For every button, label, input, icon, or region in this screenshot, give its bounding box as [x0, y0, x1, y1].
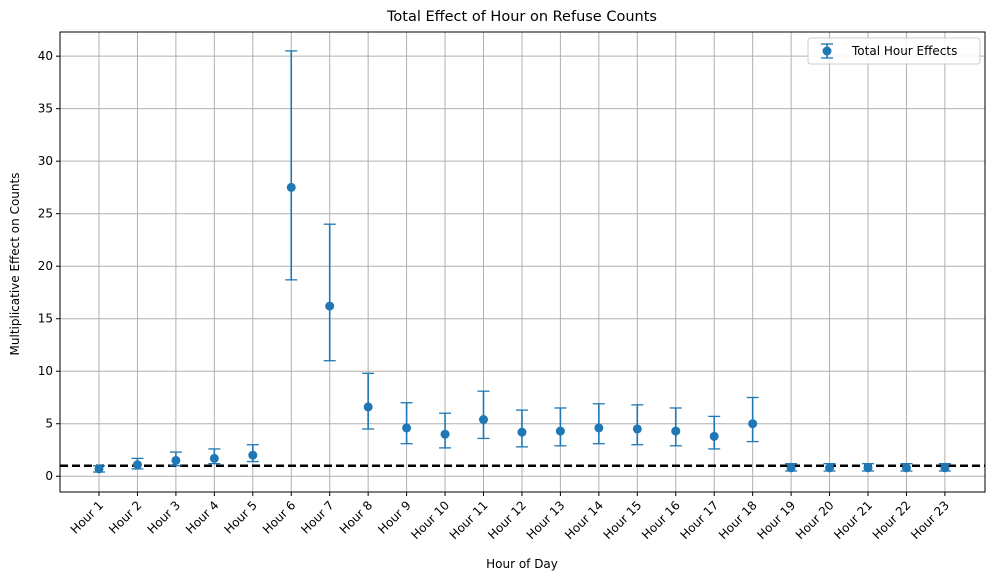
- x-tick-label: Hour 18: [716, 498, 760, 542]
- y-tick-label: 0: [45, 469, 53, 483]
- data-point: [171, 455, 181, 465]
- x-tick-label: Hour 20: [793, 498, 837, 542]
- x-tick-label: Hour 4: [183, 498, 221, 536]
- data-point: [940, 463, 950, 473]
- data-point: [479, 415, 488, 425]
- x-tick-label: Hour 2: [106, 498, 144, 536]
- data-point: [632, 424, 642, 434]
- legend-label: Total Hour Effects: [851, 44, 957, 58]
- data-point: [786, 463, 796, 473]
- x-tick-label: Hour 6: [260, 498, 298, 536]
- legend-box: [807, 37, 981, 65]
- x-tick-label: Hour 12: [485, 498, 529, 542]
- data-point: [286, 182, 296, 192]
- data-point: [402, 423, 412, 433]
- x-tick-label: Hour 17: [677, 498, 721, 542]
- x-tick-label: Hour 23: [908, 498, 952, 542]
- data-point: [440, 429, 450, 439]
- data-point: [671, 426, 681, 436]
- legend-marker-point: [822, 46, 832, 56]
- x-tick-label: Hour 7: [298, 498, 336, 536]
- x-tick-label: Hour 19: [754, 498, 798, 542]
- data-point: [132, 460, 142, 470]
- data-point: [594, 423, 604, 433]
- data-point: [825, 463, 835, 473]
- y-tick-label: 10: [38, 364, 53, 378]
- x-tick-label: Hour 13: [524, 498, 568, 542]
- data-point: [94, 464, 104, 474]
- x-axis-label: Hour of Day: [486, 557, 558, 571]
- x-tick-label: Hour 11: [447, 498, 491, 542]
- x-tick-label: Hour 21: [831, 498, 875, 542]
- data-point: [325, 301, 335, 311]
- data-point: [517, 427, 527, 437]
- x-tick-label: Hour 8: [337, 498, 375, 536]
- x-tick-label: Hour 15: [601, 498, 645, 542]
- x-tick-label: Hour 3: [145, 498, 183, 536]
- x-tick-label: Hour 16: [639, 498, 683, 542]
- x-tick-label: Hour 1: [68, 498, 106, 536]
- data-point: [555, 426, 565, 436]
- x-tick-label: Hour 14: [562, 498, 606, 542]
- data-point: [248, 450, 258, 460]
- axes-frame: [59, 31, 986, 493]
- data-point: [363, 402, 373, 412]
- y-tick-label: 15: [38, 312, 53, 326]
- plot-area: 0 5 10 15 20 25 30 35 40 Hour 1 Hour 2 Hour 3 Hour 4…: [38, 31, 986, 542]
- data-point: [863, 463, 873, 473]
- data-point: [901, 463, 911, 473]
- y-tick-label: 5: [45, 417, 53, 431]
- y-tick-label: 40: [38, 49, 53, 63]
- x-tick-label: Hour 9: [375, 498, 413, 536]
- y-axis-label: Multiplicative Effect on Counts: [8, 173, 22, 356]
- y-tick-label: 25: [38, 207, 53, 221]
- x-tick-label: Hour 22: [870, 498, 914, 542]
- chart-title: Total Effect of Hour on Refuse Counts: [386, 9, 657, 25]
- y-tick-label: 20: [38, 259, 53, 273]
- data-point: [209, 453, 219, 463]
- data-point: [709, 431, 719, 441]
- x-tick-label: Hour 5: [221, 498, 259, 536]
- data-point: [748, 419, 758, 429]
- y-tick-label: 35: [38, 102, 53, 116]
- x-tick-label: Hour 10: [408, 498, 452, 542]
- y-tick-label: 30: [38, 154, 53, 168]
